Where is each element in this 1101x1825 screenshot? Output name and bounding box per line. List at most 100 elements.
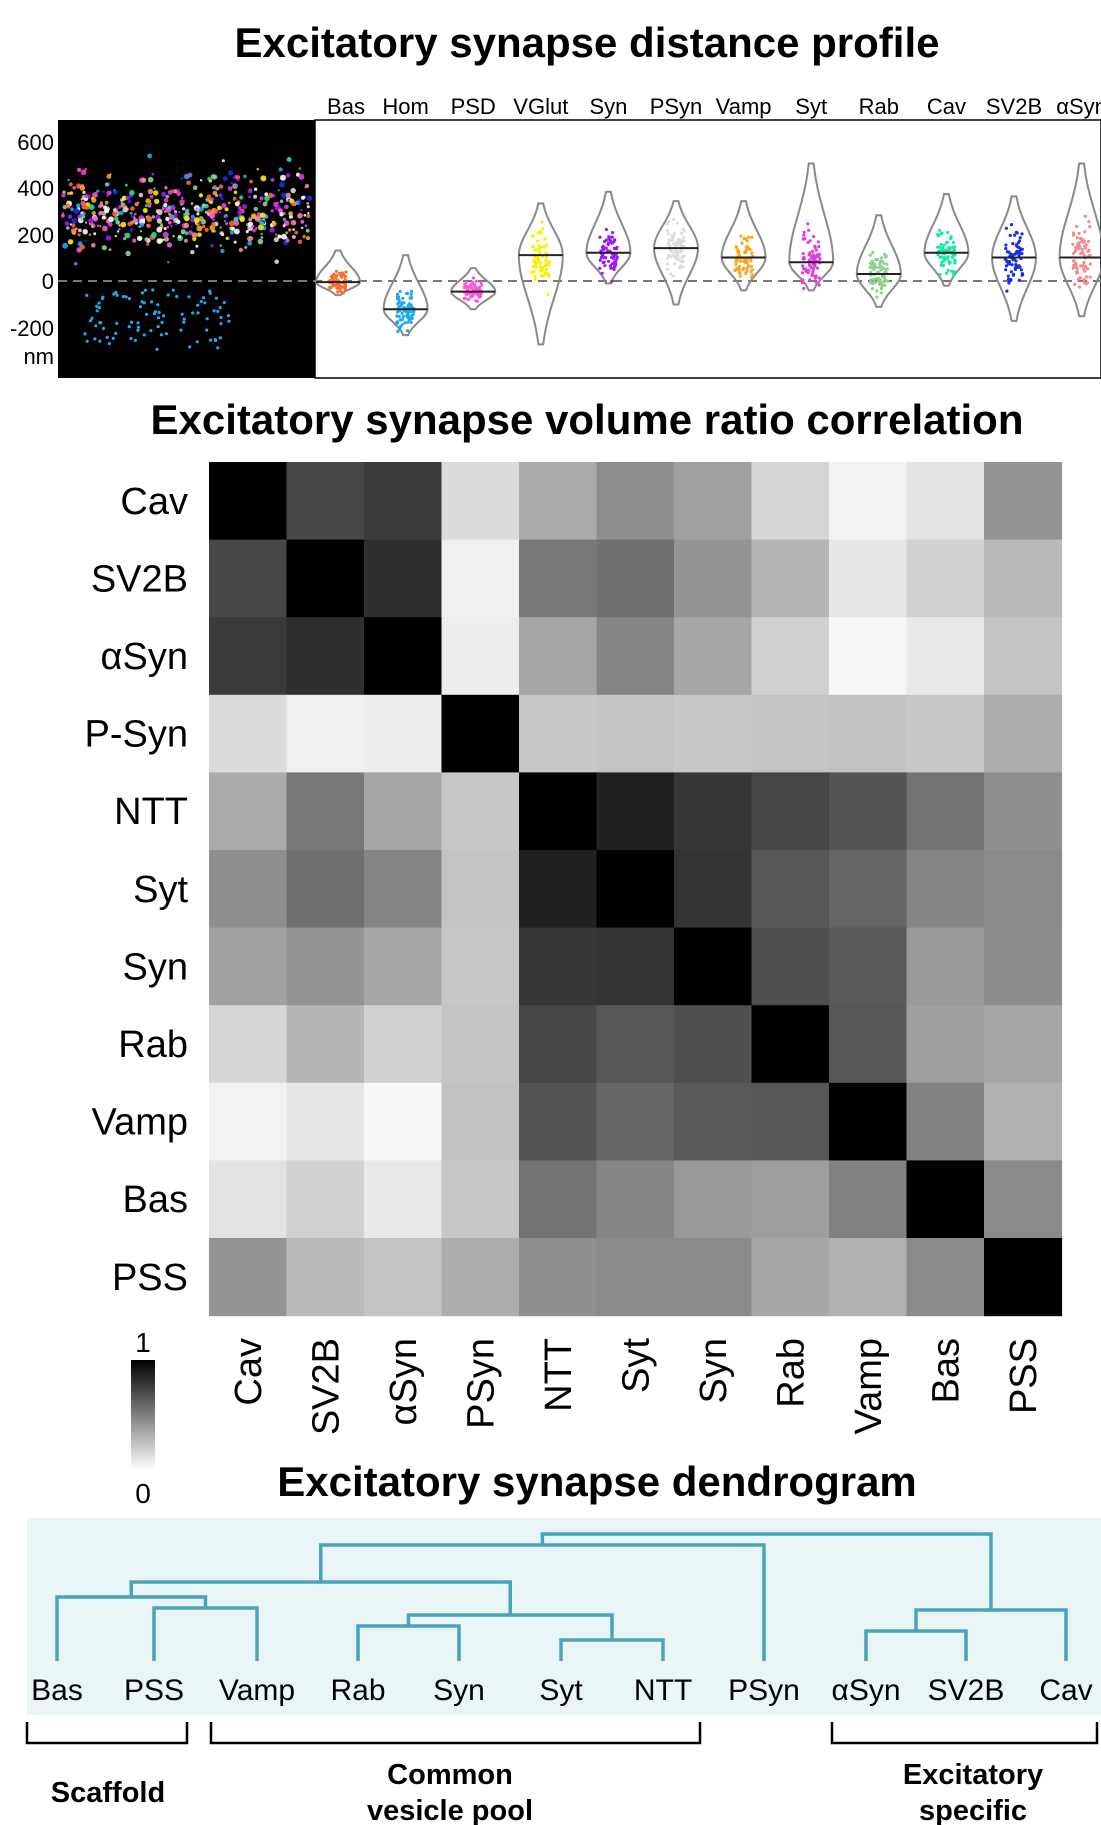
violin-point [675,250,680,254]
violin-point [612,267,616,272]
violin-point [406,320,410,324]
inset-dot [170,224,173,227]
inset-dot [82,229,88,235]
violin-point [397,295,401,299]
violin-point [544,251,548,255]
violin-point [945,240,950,244]
inset-dot [125,195,130,201]
violin-category-label: PSyn [650,94,703,119]
violin-point [874,265,878,269]
heatmap-cell [596,850,675,929]
inset-dot [107,342,111,346]
violin-point [1004,268,1008,272]
inset-dot [116,230,120,233]
inset-dot [194,217,200,223]
heatmap-cell [984,462,1063,541]
inset-dot [156,226,163,233]
violin-point [404,309,408,313]
inset-dot [95,304,99,308]
inset-dot [88,233,92,236]
inset-dot [297,239,303,244]
inset-dot [248,195,252,199]
group-label-excitatory-1: Excitatory [903,1759,1043,1791]
inset-dot [236,177,240,182]
inset-dot [112,211,118,217]
heatmap-row-label: PSS [112,1257,188,1299]
inset-dot [290,187,296,194]
dendrogram-link [540,1532,993,1610]
inset-dot [306,205,310,209]
violin-point [665,222,669,226]
violin-PSyn: PSyn [650,94,703,306]
heatmap-row-label: Vamp [92,1102,188,1144]
inset-dot [138,305,142,309]
violin-point [541,268,545,272]
inset-dot [220,196,224,201]
heatmap-cell [286,539,365,618]
inset-dot [149,329,153,333]
violin-point [1004,243,1008,247]
violin-point [736,251,741,255]
violin-point [953,270,957,274]
inset-dot [196,303,200,307]
violin-outline [720,200,767,292]
violin-point [337,271,342,276]
inset-dot [96,224,100,227]
violin-point [604,227,609,232]
heatmap-cell [906,1238,985,1317]
inset-dot [233,240,237,244]
violin-point [615,245,619,249]
violin-point [670,250,674,254]
inset-dot [172,189,178,194]
violin-point [738,271,742,275]
violin-point [1086,281,1090,285]
inset-dot [147,176,154,183]
violin-point [407,302,411,306]
inset-dot [243,174,247,179]
violin-point [405,329,410,333]
violin-point [610,235,614,239]
inset-dot [151,172,155,176]
violin-point [1013,233,1017,237]
violin-point [1073,249,1078,253]
inset-dot [231,226,236,231]
inset-dot [164,236,169,242]
inset-dot [123,237,127,241]
inset-dot [136,321,140,325]
violin-point [667,253,671,257]
violin-point [679,238,683,243]
heatmap-cell [596,1160,675,1239]
violin-point [1075,236,1079,240]
inset-dot [156,209,163,216]
violin-point [397,315,401,319]
inset-dot [98,339,102,343]
violin-point [410,313,414,318]
violin-outline [314,249,362,297]
violin-point [1006,262,1011,266]
violin-point [739,234,743,238]
inset-dot [146,224,149,227]
heatmap-cell [596,694,675,773]
heatmap-cell [364,462,443,541]
inset-dot [260,232,263,236]
inset-dot [209,197,214,202]
violin-outline [1058,162,1101,318]
inset-dot [253,194,258,199]
heatmap-cell [674,850,753,929]
inset-dot [218,306,222,310]
inset-dot [199,299,203,304]
violin-point [544,243,548,247]
correlation-heatmap: Cav SV2B αSyn P-Syn NTT Syt Syn Rab Vamp Bas PSS Ca… [85,462,1063,1435]
violin-point [531,244,536,249]
inset-dot [232,196,237,201]
violin-outline [585,190,632,285]
violin-point [1013,252,1017,256]
heatmap-cell [906,462,985,541]
group-brackets [25,1722,1099,1745]
inset-dot [284,204,289,210]
inset-dot [203,301,207,305]
violin-Bas: Bas [314,94,365,297]
violin-point [738,274,742,278]
inset-dot [62,190,66,195]
violin-point [547,260,552,264]
